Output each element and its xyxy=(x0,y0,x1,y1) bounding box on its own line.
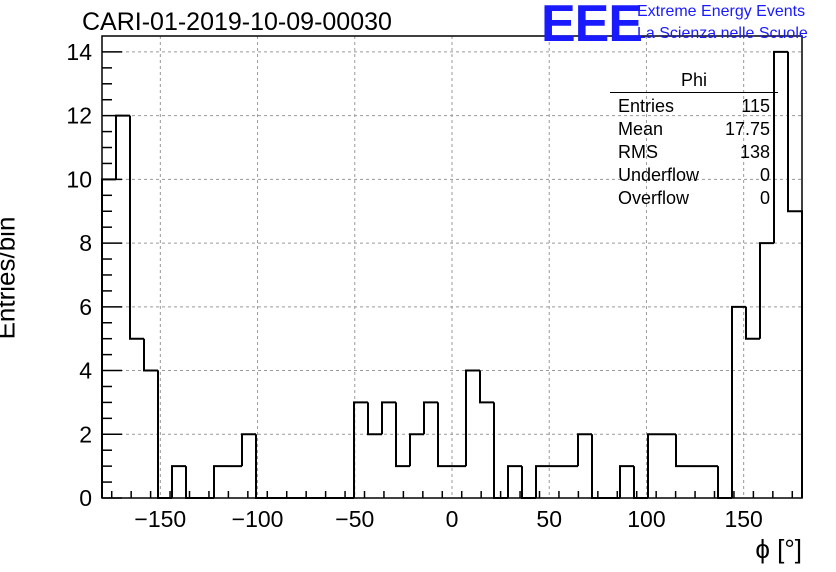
histogram-bin xyxy=(521,466,536,499)
histogram-bin xyxy=(129,115,144,340)
y-axis-label-text: Entries/bin xyxy=(0,216,21,340)
grid-lines xyxy=(102,36,802,498)
x-tick-label: 100 xyxy=(627,506,665,532)
histogram-bin xyxy=(717,466,732,499)
stats-value: 0 xyxy=(759,165,770,185)
y-tick-label: 2 xyxy=(79,421,92,447)
histogram-bin xyxy=(619,465,634,498)
x-tick-label: −50 xyxy=(335,506,374,532)
stats-label: Mean xyxy=(618,119,664,139)
histogram-bin xyxy=(437,402,452,468)
histogram-bin xyxy=(787,51,803,498)
plot-frame xyxy=(101,35,803,499)
stats-label: RMS xyxy=(618,142,658,162)
x-axis-label: ϕ [°] xyxy=(755,534,802,564)
eee-logo-mark: EEE xyxy=(541,0,643,53)
stats-label: Underflow xyxy=(618,165,700,185)
logo-line-2: La Scienza nelle Scuole xyxy=(637,25,808,42)
logo-line-1: Extreme Energy Events xyxy=(637,3,806,20)
histogram-bin xyxy=(143,338,158,372)
histogram-bin xyxy=(213,465,228,498)
y-tick-label: 0 xyxy=(79,485,92,511)
histogram-bin xyxy=(465,369,480,467)
histogram-bin xyxy=(675,434,690,468)
histogram-bin xyxy=(591,434,606,499)
y-tick-label: 4 xyxy=(79,358,92,384)
stats-row-underflow: Underflow 0 xyxy=(610,164,778,187)
chart-title: CARI-01-2019-10-09-00030 xyxy=(82,8,392,36)
histogram-bin xyxy=(745,306,760,340)
histogram-bin xyxy=(115,114,130,180)
y-tick-label: 6 xyxy=(79,294,92,320)
stats-box: Phi Entries 115 Mean 17.75 RMS 138 Under… xyxy=(610,70,778,210)
y-tick-label: 8 xyxy=(79,230,92,256)
y-tick-label: 10 xyxy=(66,166,92,192)
x-tick-label: −150 xyxy=(134,506,186,532)
x-tick-label: 0 xyxy=(446,506,459,532)
histogram-bin xyxy=(353,401,368,498)
histogram-bin xyxy=(381,401,396,435)
histogram-bin xyxy=(507,465,522,498)
stats-label: Entries xyxy=(618,96,675,116)
stats-value: 0 xyxy=(759,188,770,208)
stats-label: Overflow xyxy=(618,188,690,208)
histogram-bin xyxy=(367,402,382,436)
histogram-bin xyxy=(185,466,200,499)
histogram-bin xyxy=(731,305,746,498)
stats-title: Phi xyxy=(610,70,778,93)
histogram-bin xyxy=(493,402,508,499)
axis-tick-labels: −150 −100 −50 0 50 100 150 0 2 4 6 8 10 12 14 xyxy=(66,39,762,532)
stats-value: 17.75 xyxy=(724,119,770,139)
histogram-bin xyxy=(759,242,774,339)
histogram-bin xyxy=(255,434,270,499)
histogram-bin xyxy=(577,433,592,467)
x-tick-label: 50 xyxy=(536,506,562,532)
axis-ticks xyxy=(102,51,794,499)
histogram-bin xyxy=(535,465,550,498)
stats-row-overflow: Overflow 0 xyxy=(610,187,778,210)
histogram-bin xyxy=(171,465,186,498)
histogram-bin xyxy=(409,433,424,467)
x-tick-label: 150 xyxy=(724,506,762,532)
stats-row-rms: RMS 138 xyxy=(610,141,778,164)
histogram-bin xyxy=(395,402,410,468)
x-tick-label: −100 xyxy=(232,506,284,532)
histogram-bin xyxy=(773,50,788,244)
stats-value: 138 xyxy=(739,142,770,162)
histogram-bin xyxy=(241,433,256,467)
histogram-bin xyxy=(647,433,662,498)
histogram-bin xyxy=(479,370,494,404)
stats-row-mean: Mean 17.75 xyxy=(610,118,778,141)
y-tick-label: 14 xyxy=(66,39,92,65)
stats-value: 115 xyxy=(741,96,770,116)
stats-row-entries: Entries 115 xyxy=(610,95,778,118)
y-tick-label: 12 xyxy=(66,103,92,129)
histogram-bin xyxy=(423,401,438,435)
